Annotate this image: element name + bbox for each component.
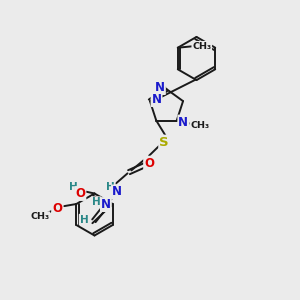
Text: O: O (52, 202, 62, 215)
Text: N: N (101, 198, 111, 211)
Text: H: H (92, 197, 101, 207)
Text: N: N (112, 185, 122, 199)
Text: CH₃: CH₃ (190, 122, 209, 130)
Text: N: N (155, 81, 165, 94)
Text: O: O (144, 157, 154, 170)
Text: CH₃: CH₃ (30, 212, 49, 221)
Text: CH₃: CH₃ (192, 42, 212, 51)
Text: O: O (75, 187, 85, 200)
Text: N: N (178, 116, 188, 129)
Text: H: H (106, 182, 115, 192)
Text: H: H (80, 214, 88, 225)
Text: S: S (159, 136, 169, 149)
Text: H: H (69, 182, 78, 193)
Text: N: N (152, 93, 162, 106)
